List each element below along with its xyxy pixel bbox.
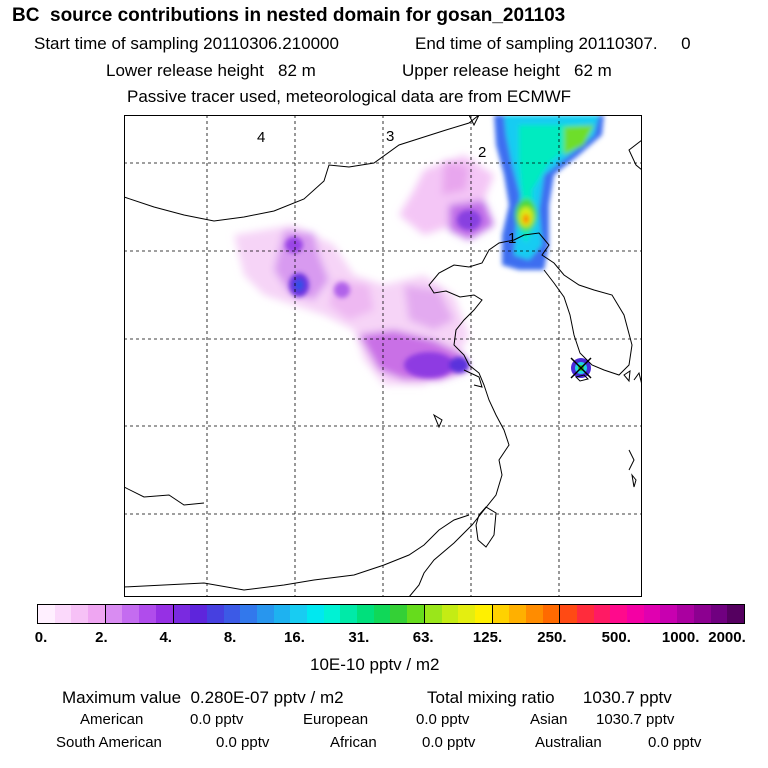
colorbar-tick-label: 4. [159,629,172,646]
american-label: American [80,711,144,728]
colorbar-segment [441,605,459,623]
african-label: African [330,734,377,751]
australian-value: 0.0 pptv [648,734,702,751]
colorbar-segment [223,605,241,623]
colorbar-segment [357,605,374,623]
colorbar-tick-label: 1000. [661,629,700,646]
colorbar-segment [71,605,89,623]
colorbar-segment [173,605,191,623]
map-frame [124,115,642,597]
colorbar-segment [88,605,106,623]
colorbar-segment [593,605,611,623]
colorbar-segment [610,605,628,623]
colorbar-tick-label: 31. [348,629,370,646]
major-plume [494,115,604,270]
australian-label: Australian [535,734,602,751]
grid-label-1: 1 [508,230,516,247]
american-value: 0.0 pptv [190,711,244,728]
colorbar-segment [727,605,744,623]
colorbar-unit: 10E-10 pptv / m2 [310,655,440,674]
colorbar-segment [390,605,408,623]
colorbar-segment [373,605,391,623]
start-time: Start time of sampling 20110306.210000 [34,34,339,53]
receptor-marker [570,357,592,379]
colorbar-segment [307,605,324,623]
colorbar-segment [54,605,72,623]
colorbar-segment [290,605,307,623]
colorbar-tick-label: 125. [472,629,503,646]
colorbar [37,604,745,624]
colorbar-segment [509,605,526,623]
colorbar-segment [424,605,442,623]
grid-label-2: 2 [478,144,486,161]
colorbar-segment [273,605,291,623]
colorbar-segment [190,605,207,623]
colorbar-segment [122,605,140,623]
south-american-label: South American [56,734,162,751]
colorbar-segment [256,605,274,623]
colorbar-segment [407,605,425,623]
grid-label-4: 4 [257,129,265,146]
colorbar-segment [525,605,543,623]
european-label: European [303,711,369,728]
colorbar-segment [105,605,123,623]
african-value: 0.0 pptv [422,734,476,751]
colorbar-tick-label: 250. [537,629,567,646]
asian-value: 1030.7 pptv [596,711,675,728]
colorbar-segment [155,605,174,623]
colorbar-segment [474,605,493,623]
colorbar-segment [677,605,694,623]
colorbar-tick-label: 8. [223,629,237,646]
colorbar-segment [542,605,561,623]
colorbar-segment [627,605,644,623]
colorbar-segment [38,605,55,623]
colorbar-segment [577,605,594,623]
colorbar-segment [560,605,577,623]
lower-release-height: Lower release height 82 m [106,61,316,80]
concentration-hotspots [285,210,481,378]
colorbar-segment [458,605,475,623]
total-mixing-ratio: Total mixing ratio 1030.7 pptv [427,688,672,707]
upper-release-height: Upper release height 62 m [402,61,612,80]
colorbar-tick-label: 2. [95,629,108,646]
colorbar-segment [643,605,661,623]
colorbar-tick-label: 2000. [708,629,746,646]
south-american-value: 0.0 pptv [216,734,270,751]
grid-label-3: 3 [386,128,394,145]
colorbar-tick-label: 16. [284,629,305,646]
end-time: End time of sampling 20110307. 0 [415,34,691,53]
european-value: 0.0 pptv [416,711,470,728]
colorbar-segment [693,605,711,623]
grid-lines [124,115,642,597]
asian-label: Asian [530,711,568,728]
colorbar-segment [660,605,678,623]
map-panel: 4 3 2 1 [124,115,642,597]
colorbar-tick-label: 500. [601,629,631,646]
colorbar-tick-label: 0. [34,629,48,646]
colorbar-segment [710,605,728,623]
colorbar-segment [340,605,358,623]
colorbar-segment [206,605,224,623]
colorbar-segment [240,605,257,623]
colorbar-segment [139,605,156,623]
coastlines [124,115,642,597]
colorbar-tick-label: 63. [412,629,434,646]
colorbar-segment [492,605,510,623]
colorbar-segment [323,605,341,623]
plot-title: BC source contributions in nested domain… [12,5,566,26]
tracer-note: Passive tracer used, meteorological data… [127,87,572,106]
maximum-value: Maximum value 0.280E-07 pptv / m2 [62,688,344,707]
